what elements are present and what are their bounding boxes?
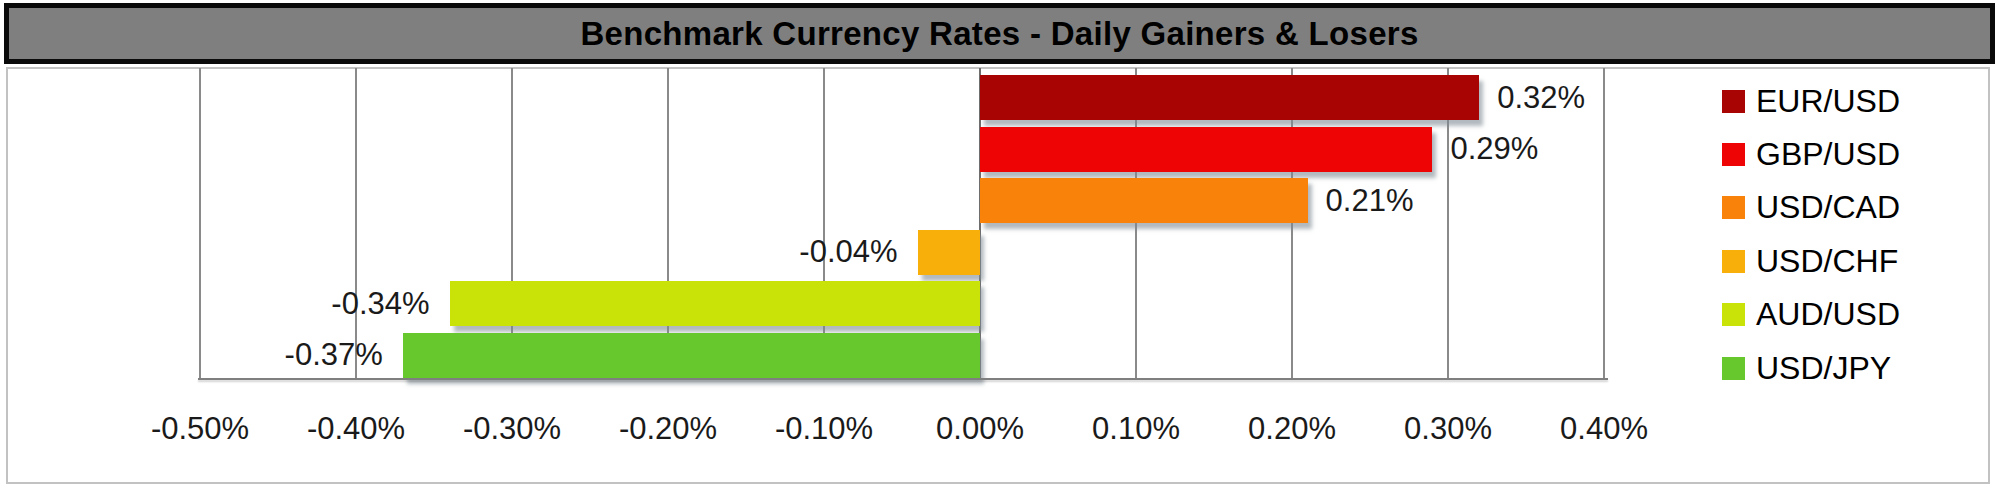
legend-swatch-aud-usd	[1722, 303, 1745, 326]
x-tick-0-10: 0.10%	[1092, 411, 1180, 447]
value-label-gbp-usd: 0.29%	[1450, 131, 1538, 167]
gridline	[823, 68, 825, 378]
bar-usd-chf	[918, 230, 980, 275]
currency-rates-chart-page: Benchmark Currency Rates - Daily Gainers…	[0, 0, 2000, 499]
legend-label-usd-cad: USD/CAD	[1756, 189, 1900, 226]
legend-item-usd-cad: USD/CAD	[1722, 181, 1900, 234]
value-label-usd-chf: -0.04%	[799, 234, 897, 270]
bar-usd-cad	[980, 178, 1308, 223]
legend-label-eur-usd: EUR/USD	[1756, 83, 1900, 120]
x-tick-0-20: -0.20%	[619, 411, 717, 447]
bar-usd-jpy	[403, 333, 980, 378]
x-tick-0-40: -0.40%	[307, 411, 405, 447]
gridline	[355, 68, 357, 378]
legend-item-eur-usd: EUR/USD	[1722, 75, 1900, 128]
gridline	[667, 68, 669, 378]
chart-title-bar: Benchmark Currency Rates - Daily Gainers…	[4, 3, 1995, 64]
legend-swatch-usd-cad	[1722, 196, 1745, 219]
legend-label-usd-jpy: USD/JPY	[1756, 350, 1891, 387]
value-label-usd-cad: 0.21%	[1326, 183, 1414, 219]
legend-item-usd-chf: USD/CHF	[1722, 235, 1898, 288]
legend-label-aud-usd: AUD/USD	[1756, 296, 1900, 333]
legend-swatch-usd-jpy	[1722, 357, 1745, 380]
x-axis-line	[198, 378, 1608, 380]
legend-item-usd-jpy: USD/JPY	[1722, 342, 1891, 395]
x-tick-0-10: -0.10%	[775, 411, 873, 447]
x-tick-0-30: 0.30%	[1404, 411, 1492, 447]
x-tick-0-40: 0.40%	[1560, 411, 1648, 447]
legend-item-gbp-usd: GBP/USD	[1722, 128, 1900, 181]
x-tick-0-00: 0.00%	[936, 411, 1024, 447]
legend-label-gbp-usd: GBP/USD	[1756, 136, 1900, 173]
x-tick-0-20: 0.20%	[1248, 411, 1336, 447]
x-tick-0-50: -0.50%	[151, 411, 249, 447]
gridline	[511, 68, 513, 378]
value-label-usd-jpy: -0.37%	[285, 337, 383, 373]
value-label-eur-usd: 0.32%	[1497, 80, 1585, 116]
bar-aud-usd	[450, 281, 980, 326]
legend-swatch-gbp-usd	[1722, 143, 1745, 166]
legend-swatch-eur-usd	[1722, 90, 1745, 113]
gridline	[199, 68, 201, 378]
gridline	[1603, 68, 1605, 378]
chart-title: Benchmark Currency Rates - Daily Gainers…	[580, 15, 1418, 53]
legend-label-usd-chf: USD/CHF	[1756, 243, 1898, 280]
x-tick-0-30: -0.30%	[463, 411, 561, 447]
legend-item-aud-usd: AUD/USD	[1722, 288, 1900, 341]
value-label-aud-usd: -0.34%	[331, 286, 429, 322]
legend-swatch-usd-chf	[1722, 250, 1745, 273]
bar-eur-usd	[980, 75, 1479, 120]
bar-gbp-usd	[980, 127, 1432, 172]
